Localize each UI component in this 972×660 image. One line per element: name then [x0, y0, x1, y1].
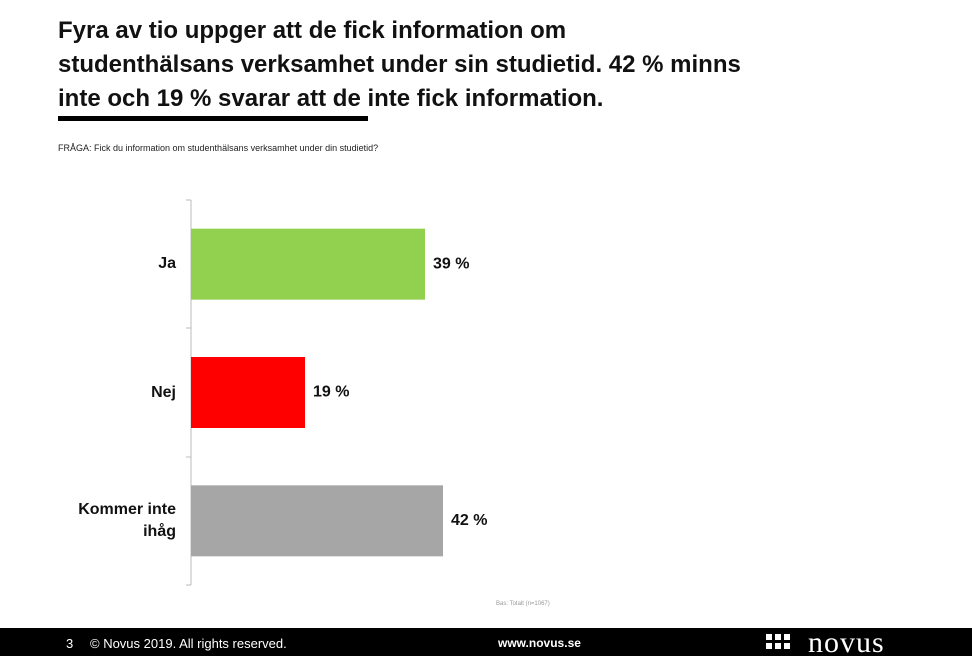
bar	[191, 357, 305, 428]
category-label: Ja	[158, 255, 176, 273]
copyright: © Novus 2019. All rights reserved.	[90, 636, 287, 651]
base-note: Bas: Totalt (n=1067)	[496, 601, 550, 607]
logo-mark	[766, 634, 790, 649]
title-rule	[58, 116, 368, 121]
url: www.novus.se	[498, 636, 581, 650]
category-label: Kommer inte ihåg	[78, 500, 176, 540]
title-line: Fyra av tio uppger att de fick informati…	[58, 17, 567, 44]
bar	[191, 228, 425, 300]
title-line: inte och 19 % svarar att de inte fick in…	[58, 85, 604, 112]
logo: novus	[808, 626, 885, 659]
page-number: 3	[66, 636, 74, 651]
bar	[191, 485, 443, 557]
value-label: 42 %	[451, 512, 487, 529]
category-label: Nej	[151, 383, 176, 401]
value-label: 39 %	[433, 255, 469, 272]
footer: 3 © Novus 2019. All rights reserved. www…	[0, 626, 972, 659]
title: Fyra av tio uppger att de fick informati…	[58, 14, 741, 116]
question: FRÅGA: Fick du information om studenthäl…	[58, 143, 379, 153]
title-line: studenthälsans verksamhet under sin stud…	[58, 51, 741, 78]
value-label: 19 %	[313, 384, 349, 401]
